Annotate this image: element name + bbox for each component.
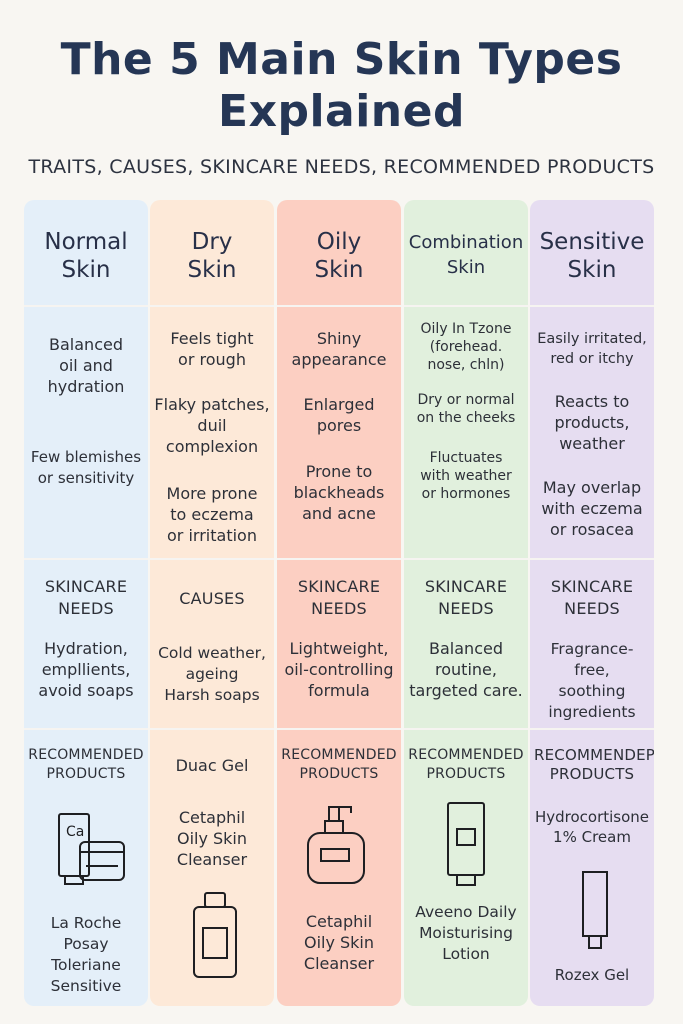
column-header: Dry Skin bbox=[187, 229, 237, 283]
row-divider bbox=[277, 728, 401, 730]
row-divider bbox=[24, 305, 148, 307]
pump-bottle-icon bbox=[307, 806, 365, 884]
section-heading: SKINCARE NEEDS bbox=[424, 577, 508, 618]
trait-text: Reacts to products, weather bbox=[554, 392, 630, 453]
product-name: Cetaphil Oily Skin Cleanser bbox=[303, 912, 375, 973]
row-divider bbox=[24, 728, 148, 730]
row-divider bbox=[150, 558, 274, 560]
row-divider bbox=[530, 305, 654, 307]
row-divider bbox=[150, 305, 274, 307]
section-text: Fragrance-free, soothing ingredients bbox=[548, 640, 636, 721]
section-text: Cold weather, ageing Harsh soaps bbox=[158, 644, 266, 704]
column-header: Normal Skin bbox=[44, 229, 128, 283]
row-divider bbox=[277, 305, 401, 307]
column-sensitive-skin: Sensitive Skin Easily irritated, red or … bbox=[530, 200, 654, 1006]
trait-text: Enlarged pores bbox=[303, 395, 375, 435]
product-name: Rozex Gel bbox=[554, 966, 630, 984]
products-heading: RECOMMENDED PRODUCTS bbox=[28, 747, 144, 782]
row-divider bbox=[530, 558, 654, 560]
product-name: Duac Gel bbox=[175, 756, 249, 775]
product-name: La Roche Posay Toleriane Sensitive bbox=[50, 914, 122, 995]
jar-label: Ca bbox=[66, 824, 84, 840]
row-divider bbox=[404, 728, 528, 730]
products-heading: RECOMMENDED PRODUCTS bbox=[408, 747, 524, 782]
trait-text: More prone to eczema or irritation bbox=[166, 484, 258, 545]
trait-text: Prone to blackheads and acne bbox=[293, 462, 385, 523]
column-header: Sensitive Skin bbox=[539, 229, 645, 283]
trait-text: Oily In Tzone (forehead. nose, chln) bbox=[420, 321, 512, 373]
section-heading: SKINCARE NEEDS bbox=[44, 577, 128, 618]
trait-text: Fluctuates with weather or hormones bbox=[420, 450, 512, 502]
section-text: Lightweight, oil-controlling formula bbox=[284, 639, 394, 700]
page-title: The 5 Main Skin Types Explained bbox=[60, 34, 623, 137]
column-header: Oily Skin bbox=[314, 229, 364, 283]
trait-text: Few blemishes or sensitivity bbox=[30, 448, 142, 487]
product-name: Hydrocortisone 1% Cream bbox=[534, 808, 650, 846]
trait-text: Balanced oil and hydration bbox=[47, 335, 125, 396]
section-heading: SKINCARE NEEDS bbox=[297, 577, 381, 618]
product-name: Aveeno Daily Moisturising Lotion bbox=[415, 903, 517, 963]
row-divider bbox=[404, 558, 528, 560]
products-heading: RECOMMENDED PRODUCTS bbox=[281, 747, 397, 782]
column-dry-skin: Dry Skin Feels tight or rough Flaky patc… bbox=[150, 200, 274, 1006]
trait-text: May overlap with eczema or rosacea bbox=[541, 478, 643, 539]
row-divider bbox=[404, 305, 528, 307]
trait-text: Shiny appearance bbox=[291, 329, 387, 369]
cream-tube-icon bbox=[582, 871, 608, 949]
trait-text: Feels tight or rough bbox=[170, 329, 254, 369]
column-header: Combination Skin bbox=[408, 232, 524, 278]
section-heading: CAUSES bbox=[179, 589, 245, 608]
section-heading: SKINCARE NEEDS bbox=[550, 577, 634, 618]
row-divider bbox=[24, 558, 148, 560]
column-combination-skin: Combination Skin Oily In Tzone (forehead… bbox=[404, 200, 528, 1006]
trait-text: Dry or normal on the cheeks bbox=[416, 392, 516, 426]
tube-and-jar-icon: Ca bbox=[58, 813, 125, 885]
bottle-icon bbox=[193, 892, 237, 978]
trait-text: Easily irritated, red or itchy bbox=[537, 331, 647, 367]
row-divider bbox=[150, 728, 274, 730]
product-name: Cetaphil Oily Skin Cleanser bbox=[176, 808, 248, 869]
trait-text: Flaky patches, duil complexion bbox=[154, 395, 270, 456]
column-oily-skin: Oily Skin Shiny appearance Enlarged pore… bbox=[277, 200, 401, 1006]
row-divider bbox=[530, 728, 654, 730]
lotion-tube-icon bbox=[447, 802, 485, 886]
column-normal-skin: Normal Skin Balanced oil and hydration F… bbox=[24, 200, 148, 1006]
section-text: Hydration, empllients, avoid soaps bbox=[38, 639, 134, 700]
products-heading: RECOMMENDEP PRODUCTS bbox=[534, 746, 654, 783]
row-divider bbox=[277, 558, 401, 560]
page-subtitle: TRAITS, CAUSES, SKINCARE NEEDS, RECOMMEN… bbox=[28, 156, 655, 178]
section-text: Balanced routine, targeted care. bbox=[409, 639, 523, 700]
